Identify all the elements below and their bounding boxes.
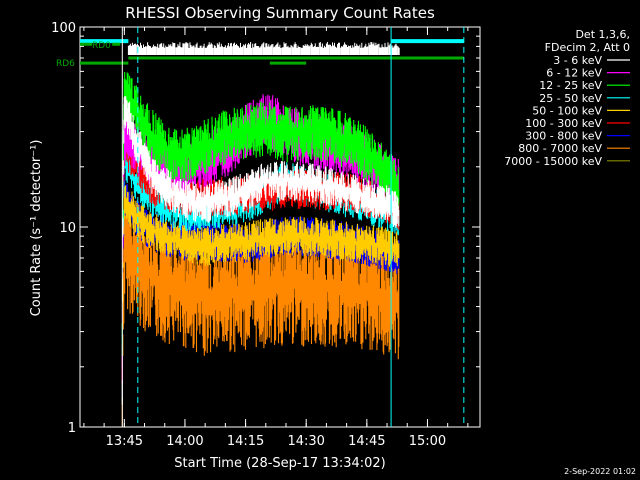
x-axis-label: Start Time (28-Sep-17 13:34:02)	[174, 456, 385, 471]
x-tick-label: 14:30	[287, 434, 324, 449]
y-axis-label: Count Rate (s⁻¹ detector⁻¹)	[29, 140, 44, 317]
rd0-flag-label: RD0	[92, 41, 111, 51]
legend-header: Det 1,3,6,	[575, 28, 630, 41]
legend-entry-label: 100 - 300 keV	[525, 117, 602, 130]
timestamp: 2-Sep-2022 01:02	[564, 467, 636, 476]
series-800-7000-kev	[121, 194, 400, 427]
y-tick-label: 100	[51, 21, 76, 36]
x-tick-label: 14:45	[348, 434, 385, 449]
legend-header: FDecim 2, Att 0	[545, 41, 630, 54]
legend-entry-label: 6 - 12 keV	[546, 67, 602, 80]
x-tick-label: 13:45	[106, 434, 143, 449]
y-tick-label: 1	[68, 421, 76, 436]
legend-entry-label: 7000 - 15000 keV	[504, 155, 602, 168]
chart-title: RHESSI Observing Summary Count Rates	[125, 4, 435, 22]
x-tick-label: 14:15	[227, 434, 264, 449]
y-tick-label: 10	[59, 221, 76, 236]
x-tick-label: 15:00	[409, 434, 446, 449]
legend-entry-label: 800 - 7000 keV	[518, 142, 602, 155]
legend-entry-label: 300 - 800 keV	[525, 130, 602, 143]
axis-ticks: 13:45 14:00 14:15 14:30 14:45 15:00 1 10 100	[51, 21, 480, 449]
legend-entry-label: 12 - 25 keV	[539, 79, 602, 92]
series-group	[121, 72, 400, 427]
saturation-trace	[127, 42, 400, 55]
rd6-flag-label: RD6	[56, 59, 75, 69]
plot-area: RD0 RD6	[56, 26, 481, 428]
legend-entry-label: 25 - 50 keV	[539, 92, 602, 105]
legend-entry-label: 50 - 100 keV	[532, 104, 602, 117]
legend-entry-label: 3 - 6 keV	[553, 54, 602, 67]
x-tick-label: 14:00	[166, 434, 203, 449]
